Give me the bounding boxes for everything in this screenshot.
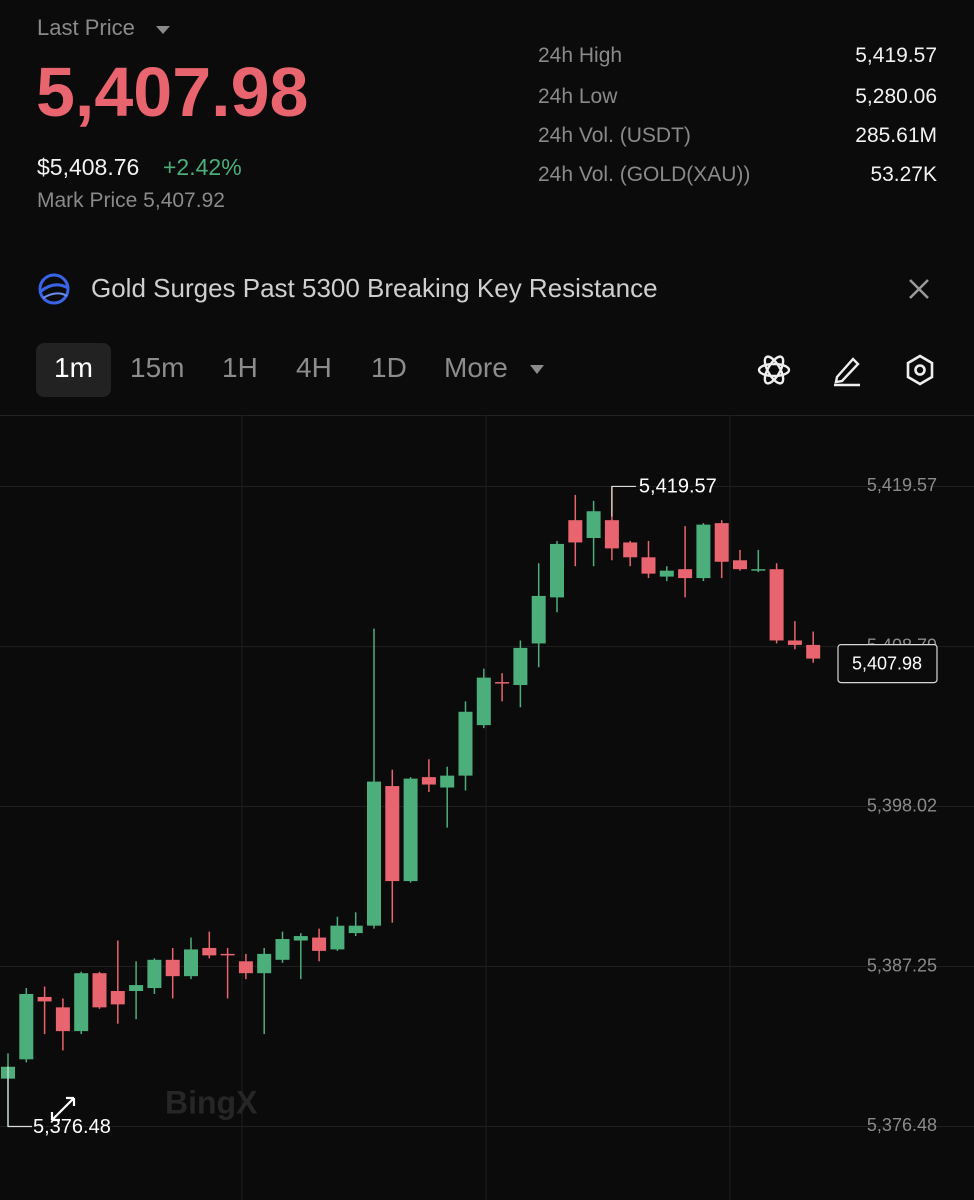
candle-body (623, 542, 638, 558)
expand-icon[interactable] (50, 1096, 76, 1122)
close-button[interactable] (908, 278, 930, 300)
candle-body (92, 973, 107, 1008)
tab-selected-bg (36, 343, 111, 397)
interval-tab[interactable]: 15m (130, 352, 185, 383)
candle-body (733, 560, 747, 570)
candle-body (641, 557, 656, 574)
watermark: BingX (165, 1084, 258, 1120)
interval-tab[interactable]: 1H (222, 352, 258, 383)
candle-body (513, 647, 528, 686)
divider (0, 415, 974, 416)
candle-body (55, 1007, 70, 1032)
candle-body (531, 595, 546, 644)
candle-body (769, 569, 784, 641)
mark-price: Mark Price 5,407.92 (37, 189, 225, 212)
stat-label: 24h Low (538, 85, 618, 108)
max-leader (611, 485, 636, 517)
candle-body (678, 569, 693, 579)
candle-body (495, 682, 510, 684)
candle-body (330, 925, 345, 950)
min-leader (7, 1066, 32, 1128)
y-tick-label: 5,398.02 (867, 795, 937, 815)
stat-label: 24h Vol. (GOLD(XAU)) (538, 163, 751, 186)
candle-body (403, 778, 418, 882)
candle-body (19, 993, 34, 1060)
candle-body (385, 786, 400, 882)
stat-value: 5,280.06 (855, 85, 937, 108)
last-price: 5,407.98 (36, 53, 309, 131)
stat-label: 24h Vol. (USDT) (538, 124, 691, 147)
candle-body (659, 570, 674, 577)
candle-body (275, 939, 290, 960)
candle-body (714, 523, 729, 562)
candle-body (586, 511, 601, 538)
y-tick-label: 5,387.25 (867, 955, 937, 975)
candle-body (367, 781, 381, 926)
candle-body (220, 953, 235, 956)
candle-body (568, 520, 583, 543)
last-price-label: 5,407.98 (852, 653, 922, 673)
candle-body (312, 937, 327, 951)
usd-price: $5,408.76 (37, 154, 140, 180)
candle-body (550, 543, 564, 598)
news-title[interactable]: Gold Surges Past 5300 Breaking Key Resis… (91, 273, 658, 303)
more-caret (530, 365, 544, 374)
candle-body (202, 947, 217, 956)
candle-body (110, 991, 125, 1005)
candle-body (421, 777, 436, 785)
candle-body (751, 569, 766, 571)
last-price-label[interactable]: Last Price (37, 15, 171, 41)
candle-body (293, 936, 308, 941)
dropdown-caret (155, 26, 170, 34)
interval-tab[interactable]: 4H (296, 352, 332, 383)
candle-body (458, 711, 473, 776)
candle-body (129, 985, 144, 992)
candle-body (74, 973, 89, 1032)
max-label: 5,419.57 (639, 476, 717, 498)
candle-body (348, 925, 363, 934)
y-tick-label: 5,419.57 (867, 475, 937, 495)
candle-body (165, 959, 180, 977)
min-label: 5,376.48 (33, 1116, 111, 1138)
stat-value: 5,419.57 (855, 44, 937, 67)
candle-body (696, 524, 711, 579)
candle-body (476, 677, 491, 726)
candle-body (238, 961, 253, 974)
candlestick-chart: BingX 5,419.575,408.795,398.025,387.255,… (0, 415, 974, 1200)
interval-tab[interactable]: More (444, 352, 508, 383)
price-change: +2.42% (163, 154, 242, 180)
stat-label: 24h High (538, 44, 623, 67)
candle-body (184, 949, 198, 977)
interval-tab[interactable]: 1m (54, 352, 93, 383)
y-tick-label: 5,376.48 (867, 1115, 937, 1135)
candle-body (440, 775, 455, 788)
stat-value: 285.61M (855, 124, 937, 147)
chart-layer: 5,419.575,408.795,398.025,387.255,376.48… (0, 475, 974, 1138)
candle-body (37, 996, 52, 1002)
stat-value: 53.27K (870, 163, 937, 186)
candle-body (257, 953, 272, 974)
settings-button[interactable] (903, 353, 937, 387)
indicator-button[interactable] (756, 352, 792, 388)
candle-body (806, 644, 821, 659)
draw-button[interactable] (831, 353, 863, 387)
candle-body (147, 959, 162, 989)
news-icon (38, 273, 70, 305)
interval-tab[interactable]: 1D (371, 352, 407, 383)
candle-body (604, 520, 619, 549)
candle-body (787, 640, 802, 645)
last-price-label-text: Last Price (37, 15, 135, 40)
last-price-box (837, 643, 938, 684)
